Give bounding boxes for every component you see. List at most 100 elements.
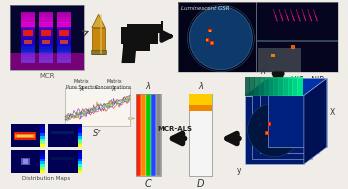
Text: MCR: MCR <box>39 73 55 79</box>
Bar <box>189 94 212 176</box>
Bar <box>40 159 45 162</box>
Bar <box>128 118 133 120</box>
Bar <box>189 105 212 111</box>
Bar <box>21 44 34 46</box>
Bar <box>78 150 82 153</box>
Bar <box>21 59 34 61</box>
Bar <box>268 122 271 126</box>
Bar <box>40 141 45 145</box>
Bar <box>40 150 45 153</box>
Bar <box>39 29 53 31</box>
Bar <box>39 36 53 38</box>
Bar <box>208 29 212 33</box>
Bar <box>21 57 34 59</box>
Bar <box>78 133 82 136</box>
Bar <box>21 12 34 15</box>
Bar <box>260 84 319 153</box>
Bar <box>57 57 71 59</box>
Text: λ: λ <box>112 86 116 92</box>
Bar <box>209 30 211 32</box>
Bar <box>48 150 82 173</box>
Bar <box>57 17 71 19</box>
Text: Luminescent GSR: Luminescent GSR <box>181 6 229 11</box>
Bar <box>250 77 255 95</box>
Bar <box>40 127 45 130</box>
Bar <box>178 2 338 72</box>
Bar <box>57 29 71 31</box>
Bar <box>21 36 34 38</box>
Bar <box>78 127 82 130</box>
Bar <box>265 131 269 135</box>
Bar <box>21 24 34 26</box>
Bar <box>39 52 53 54</box>
Bar <box>78 170 82 173</box>
Bar <box>57 16 71 18</box>
Bar <box>57 50 71 53</box>
Bar <box>136 94 161 176</box>
Bar <box>39 42 53 44</box>
Bar <box>21 19 34 21</box>
Bar <box>10 5 84 70</box>
Bar <box>57 21 71 23</box>
Bar <box>78 141 82 145</box>
Bar <box>39 37 53 39</box>
Bar <box>189 94 212 105</box>
Bar <box>57 49 71 51</box>
Bar <box>21 34 34 36</box>
Bar <box>40 133 45 136</box>
Bar <box>78 164 82 167</box>
Text: HIS - NIR: HIS - NIR <box>291 76 324 85</box>
Bar <box>78 156 82 159</box>
Bar <box>40 144 45 147</box>
Bar <box>57 46 71 48</box>
Bar <box>10 53 84 70</box>
Bar <box>21 22 34 25</box>
Bar <box>57 55 71 58</box>
Bar <box>39 14 53 16</box>
Bar <box>21 41 34 43</box>
Polygon shape <box>92 14 105 28</box>
Bar <box>206 38 209 42</box>
Bar <box>78 136 82 139</box>
Bar <box>78 161 82 165</box>
Bar <box>21 26 34 28</box>
Bar <box>40 124 45 127</box>
Bar <box>21 37 34 39</box>
Bar <box>39 54 53 56</box>
Bar <box>14 132 37 140</box>
Bar <box>39 41 53 43</box>
Bar <box>21 31 34 33</box>
Bar <box>21 39 34 41</box>
Bar <box>39 46 53 48</box>
Circle shape <box>247 103 301 157</box>
Bar <box>42 40 50 44</box>
Bar <box>21 158 30 165</box>
Bar <box>156 94 161 176</box>
Bar <box>269 77 274 95</box>
Bar <box>252 90 311 159</box>
Bar <box>57 24 71 26</box>
Bar <box>39 44 53 46</box>
Bar <box>39 22 53 25</box>
Bar <box>256 2 257 72</box>
Polygon shape <box>304 78 327 164</box>
Bar <box>161 21 164 25</box>
Bar <box>21 50 34 53</box>
Bar <box>57 37 71 39</box>
Polygon shape <box>121 43 137 63</box>
Bar <box>129 46 131 52</box>
Bar <box>39 59 53 61</box>
Bar <box>39 34 53 36</box>
Bar <box>17 135 33 137</box>
Bar <box>78 130 82 133</box>
Bar <box>57 27 71 29</box>
Bar <box>264 77 269 95</box>
Text: D: D <box>197 179 205 189</box>
Bar <box>57 34 71 36</box>
Bar <box>278 77 284 95</box>
Bar <box>57 42 71 44</box>
Text: λ: λ <box>261 67 266 76</box>
Bar <box>11 150 45 173</box>
Text: Sᵀ: Sᵀ <box>93 129 102 138</box>
Bar <box>57 32 71 34</box>
